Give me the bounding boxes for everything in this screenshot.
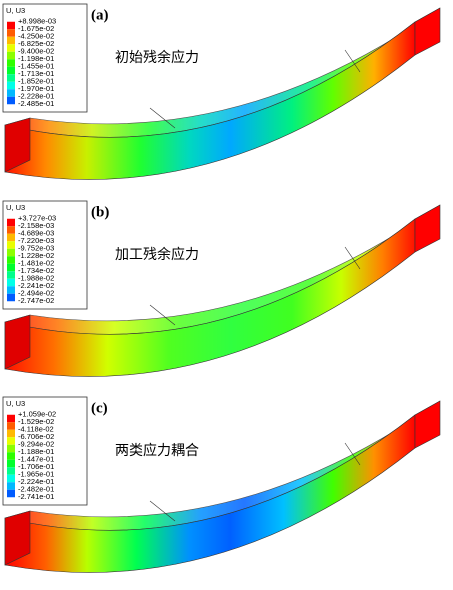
rib	[149, 304, 176, 326]
legend-label: -2.485e-01	[18, 99, 54, 108]
legend-label: -1.198e-01	[18, 54, 54, 63]
legend-label: -9.752e-03	[18, 244, 54, 253]
panel-tag: (b)	[91, 204, 109, 220]
legend-swatch	[7, 248, 15, 257]
legend-swatch	[7, 233, 15, 242]
legend-swatch	[7, 263, 15, 272]
legend-swatch	[7, 422, 15, 430]
beam-end	[4, 510, 31, 566]
legend-swatch	[7, 89, 15, 97]
legend-label: -2.747e-02	[18, 296, 54, 305]
legend-label: -2.224e-01	[18, 477, 54, 486]
legend-label: -1.675e-02	[18, 24, 54, 33]
panel: U, U3 +8.998e-03-1.675e-02-4.250e-02-6.82…	[2, 3, 441, 180]
legend-swatch	[7, 293, 15, 302]
rib	[149, 500, 176, 522]
legend-swatch	[7, 96, 15, 105]
legend-swatch	[7, 51, 15, 60]
legend-label: -2.741e-01	[18, 492, 54, 501]
legend-label: -1.706e-01	[18, 462, 54, 471]
legend-label: -2.241e-02	[18, 281, 54, 290]
legend-label: -9.400e-02	[18, 47, 54, 56]
panel: U, U3 +3.727e-03-2.158e-03-4.689e-03-7.22…	[2, 200, 441, 377]
rib	[344, 246, 361, 270]
panel: U, U3 +1.059e-02-1.529e-02-4.118e-02-6.70…	[2, 396, 441, 573]
legend-swatch	[7, 218, 15, 227]
legend-box	[2, 200, 88, 310]
legend-label: -9.294e-02	[18, 440, 54, 449]
legend-label: -2.158e-03	[18, 221, 54, 230]
legend-label: -1.734e-02	[18, 266, 54, 275]
panel-tag: (a)	[91, 7, 109, 23]
beam-end	[4, 314, 31, 370]
legend-swatch	[7, 437, 15, 445]
legend-title: U, U3	[6, 203, 25, 212]
legend-label: +1.059e-02	[18, 410, 56, 419]
legend-swatch	[7, 241, 15, 249]
beam-end	[414, 204, 441, 253]
legend-swatch	[7, 256, 15, 264]
legend-label: -1.852e-01	[18, 77, 54, 86]
rib	[344, 442, 361, 466]
legend-label: -2.482e-01	[18, 485, 54, 494]
legend-swatch	[7, 474, 15, 483]
legend-label: -4.118e-02	[18, 425, 54, 434]
legend-label: -4.689e-03	[18, 229, 54, 238]
legend-swatch	[7, 44, 15, 52]
legend-label: -1.188e-01	[18, 447, 54, 456]
legend-title: U, U3	[6, 399, 25, 408]
beam-end	[414, 7, 441, 56]
legend-swatch	[7, 36, 15, 45]
legend-label: -1.988e-02	[18, 274, 54, 283]
legend-box	[2, 396, 88, 506]
legend-label: -1.228e-02	[18, 251, 54, 260]
legend-label: -1.970e-01	[18, 84, 54, 93]
legend-swatch	[7, 429, 15, 438]
panel-caption: 两类应力耦合	[115, 442, 199, 459]
legend-swatch	[7, 59, 15, 67]
legend-label: -1.713e-01	[18, 69, 54, 78]
legend-swatch	[7, 489, 15, 498]
legend-label: -1.529e-02	[18, 417, 54, 426]
legend-swatch	[7, 226, 15, 234]
legend-label: -1.481e-02	[18, 259, 54, 268]
legend-swatch	[7, 482, 15, 490]
legend-label: -1.965e-01	[18, 470, 54, 479]
legend-swatch	[7, 459, 15, 468]
legend-label: -6.825e-02	[18, 39, 54, 48]
panel-caption: 初始残余应力	[115, 49, 199, 66]
beam-end	[414, 400, 441, 449]
legend-label: -7.220e-03	[18, 236, 54, 245]
legend-label: -4.250e-02	[18, 32, 54, 41]
legend-swatch	[7, 21, 15, 30]
rib	[344, 49, 361, 73]
legend-title: U, U3	[6, 6, 25, 15]
panel-caption: 加工残余应力	[115, 246, 199, 263]
legend-swatch	[7, 29, 15, 37]
panel-tag: (c)	[91, 400, 108, 416]
legend-label: -6.706e-02	[18, 432, 54, 441]
legend-swatch	[7, 81, 15, 90]
rib	[149, 107, 176, 129]
legend-label: +8.998e-03	[18, 17, 56, 26]
legend-label: -2.228e-01	[18, 92, 54, 101]
legend-box	[2, 3, 88, 113]
legend-swatch	[7, 467, 15, 475]
legend-swatch	[7, 414, 15, 423]
legend-swatch	[7, 286, 15, 294]
legend-swatch	[7, 452, 15, 460]
legend-label: -2.494e-02	[18, 289, 54, 298]
legend-swatch	[7, 271, 15, 279]
legend-label: -1.455e-01	[18, 62, 54, 71]
legend-swatch	[7, 66, 15, 75]
legend-swatch	[7, 74, 15, 82]
legend-label: +3.727e-03	[18, 214, 56, 223]
legend-swatch	[7, 278, 15, 287]
legend-label: -1.447e-01	[18, 455, 54, 464]
beam-end	[4, 117, 31, 173]
legend-swatch	[7, 444, 15, 453]
